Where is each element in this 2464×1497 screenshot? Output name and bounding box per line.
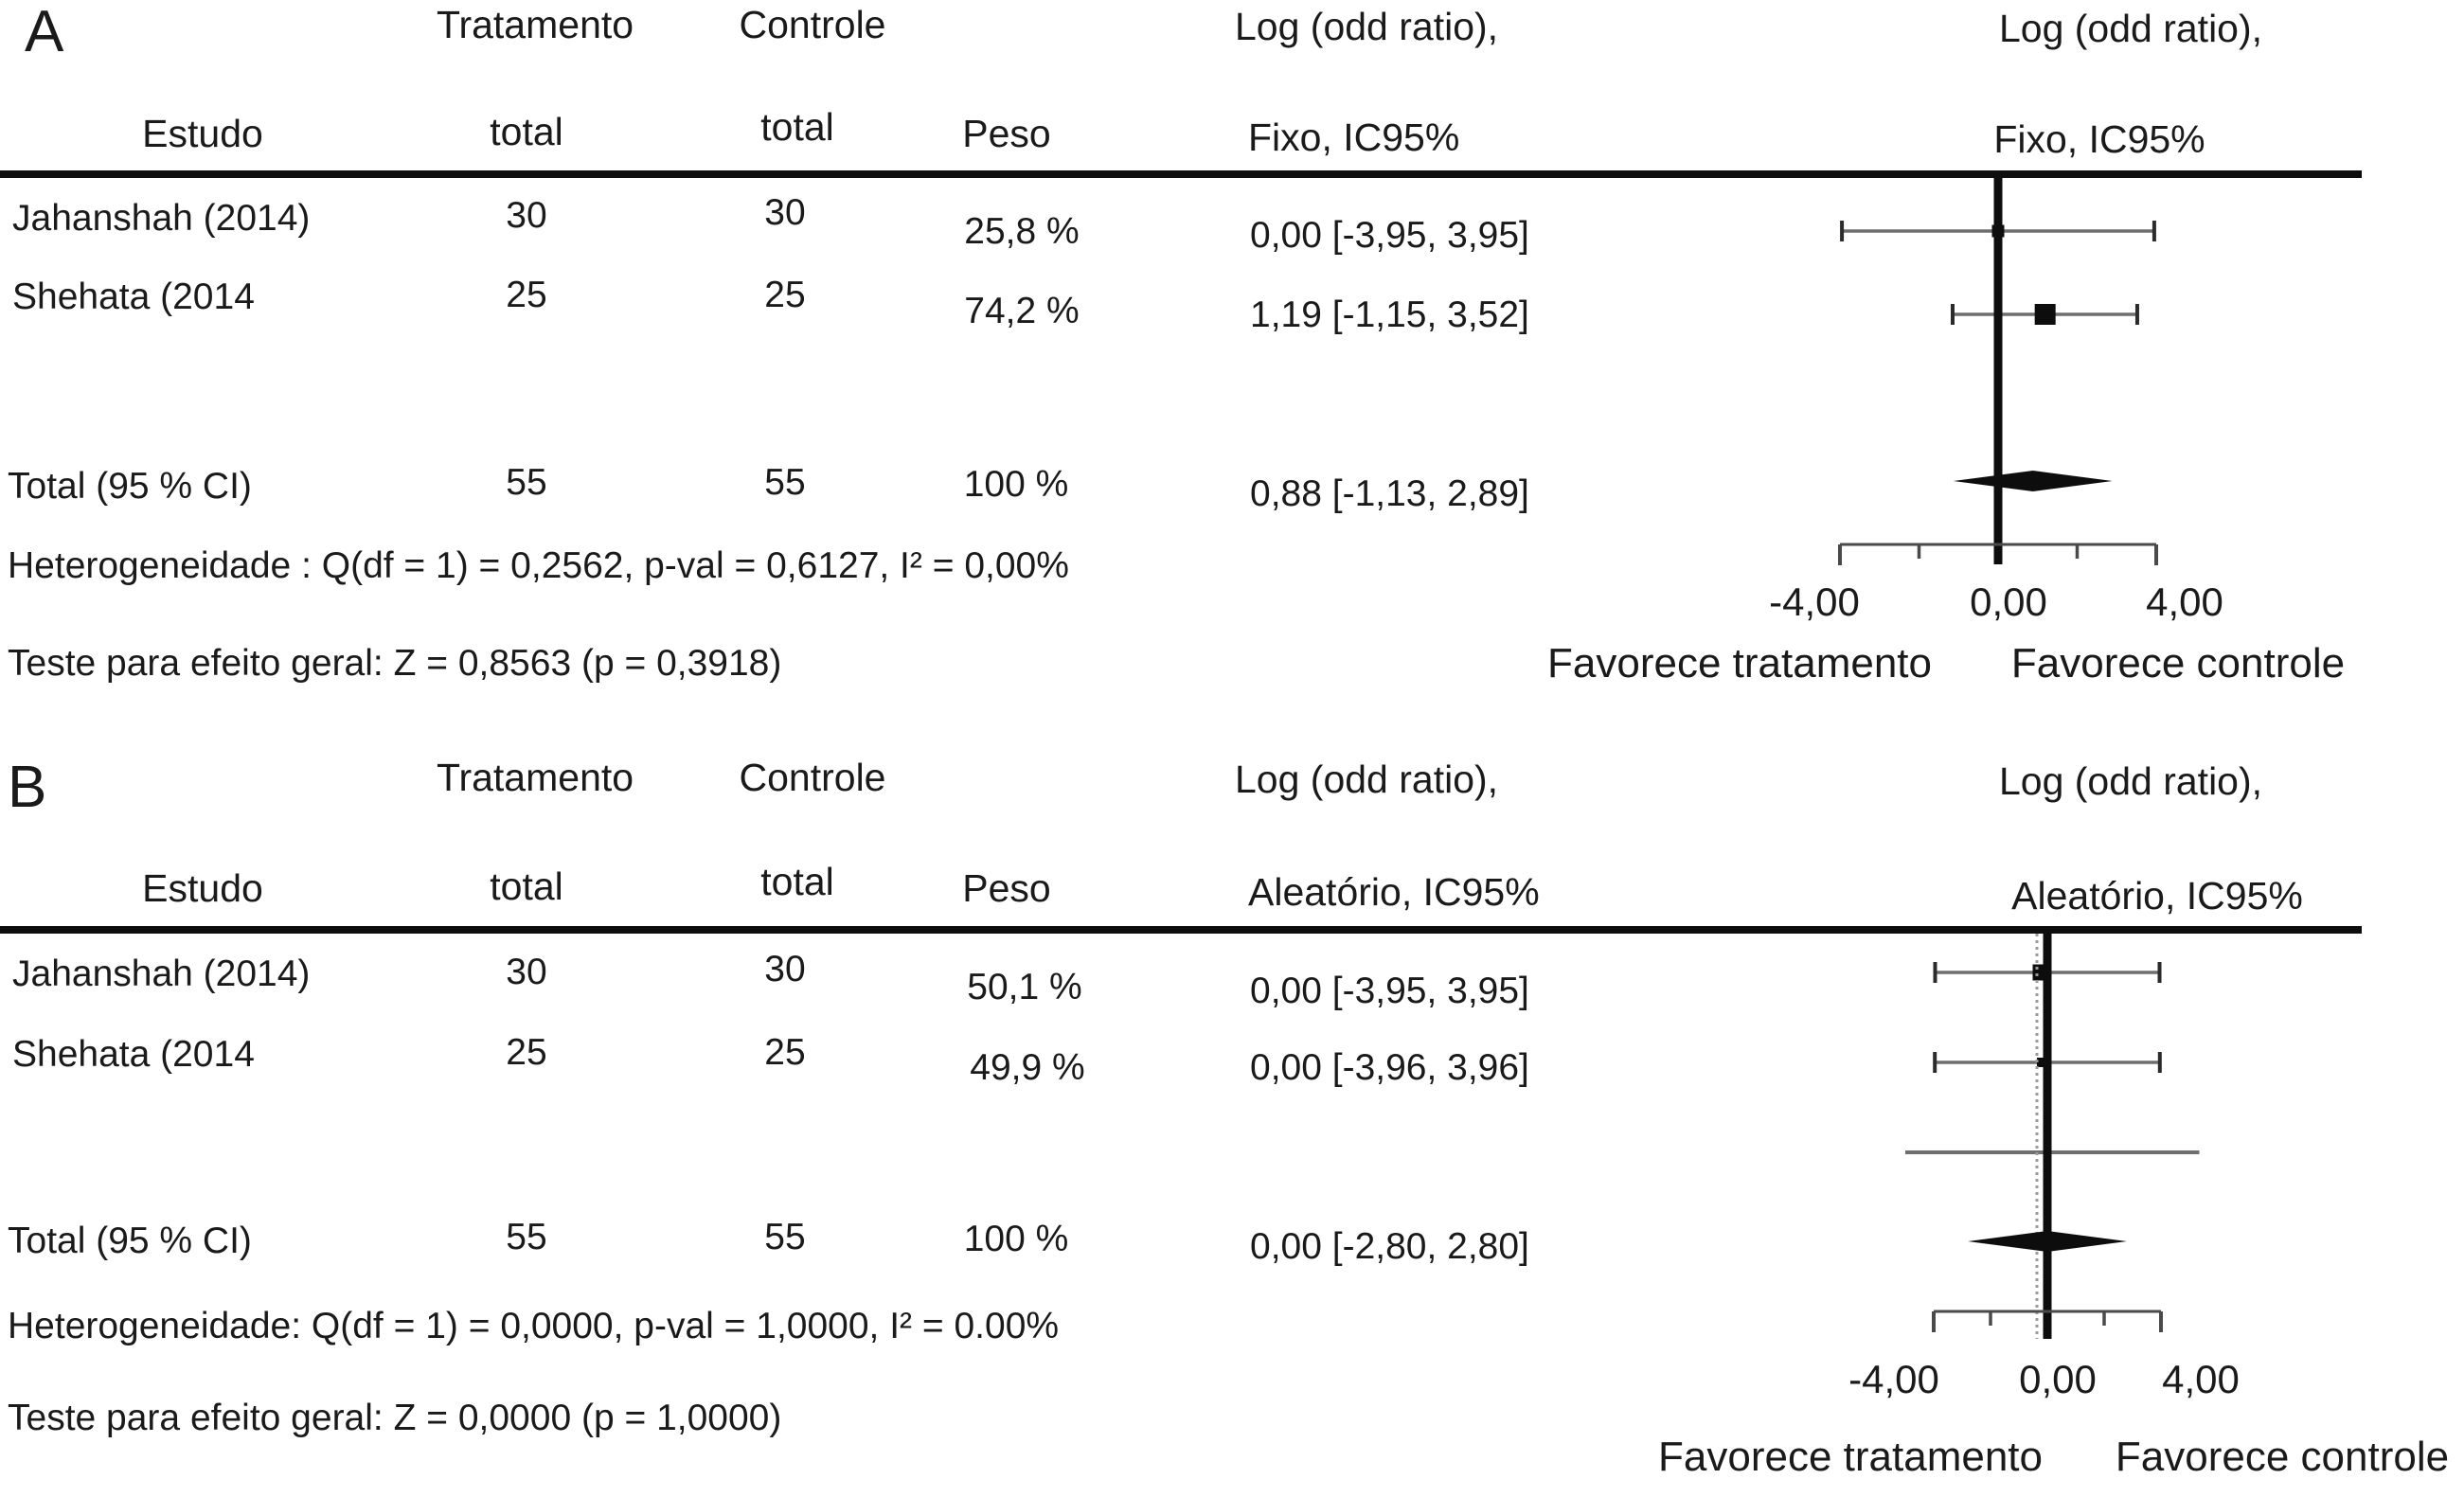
panel-a-header-effect-left-1: Log (odd ratio), [1235, 5, 1499, 48]
panel-a-header-effect-plot-2: Fixo, IC95% [1993, 117, 2205, 161]
overall-test-text: Teste para efeito geral: Z = 0,0000 (p =… [8, 1398, 782, 1438]
axis-tick-label: 0,00 [2019, 1357, 2097, 1401]
weight-value: 25,8 % [964, 211, 1080, 252]
axis-tick-label: -4,00 [1769, 579, 1860, 624]
panel-b-header-treatment-total: total [490, 864, 563, 908]
total-treatment-value: 55 [506, 462, 547, 503]
control-total-value: 25 [764, 1032, 806, 1073]
panel-a-label: A [25, 0, 64, 64]
control-total-value: 30 [764, 949, 806, 989]
panel-a-header-effect-left-2: Fixo, IC95% [1248, 116, 1460, 159]
panel-a-header-weight: Peso [962, 112, 1051, 155]
summary-diamond-B [1968, 1231, 2127, 1252]
total-weight-value: 100 % [963, 1219, 1069, 1259]
favors-right-label: Favorece controle [2010, 640, 2346, 686]
ci-text: 0,00 [-3,95, 3,95] [1250, 215, 1529, 256]
study-name: Jahanshah (2014) [12, 198, 311, 239]
heterogeneity-text: Heterogeneidade : Q(df = 1) = 0,2562, p-… [8, 545, 1069, 586]
weight-value: 74,2 % [964, 291, 1080, 331]
panel-b-header-effect-plot-1: Log (odd ratio), [1998, 759, 2263, 803]
total-row-label: Total (95 % CI) [8, 466, 252, 507]
total-ci-text: 0,00 [-2,80, 2,80] [1250, 1226, 1529, 1267]
total-control-value: 55 [764, 462, 806, 503]
panel-a-header-treatment: Tratamento [436, 3, 634, 46]
favors-right-label: Favorece controle [2115, 1434, 2450, 1480]
zero-line-B [2043, 934, 2052, 1339]
summary-diamond-A [1953, 471, 2113, 491]
heterogeneity-text: Heterogeneidade: Q(df = 1) = 0,0000, p-v… [8, 1306, 1060, 1346]
ci-text: 1,19 [-1,15, 3,52] [1250, 294, 1529, 335]
total-weight-value: 100 % [963, 464, 1069, 505]
axis-tick-label: 4,00 [2146, 579, 2223, 624]
panel-a-header-control-total: total [760, 105, 834, 149]
panel-b-header-treatment: Tratamento [436, 756, 634, 799]
panel-b-header-control-total: total [760, 860, 834, 903]
treatment-total-value: 25 [506, 1032, 547, 1073]
weight-value: 49,9 % [970, 1047, 1085, 1088]
estimate-square-B-1 [2037, 1058, 2046, 1067]
control-total-value: 25 [764, 275, 806, 315]
total-treatment-value: 55 [506, 1217, 547, 1257]
panel-b-header-effect-left-2: Aleatório, IC95% [1248, 870, 1540, 914]
panel-b-header-weight: Peso [962, 866, 1051, 910]
panel-a-header-control: Controle [739, 3, 886, 46]
panel-b-header-control: Controle [739, 756, 886, 799]
study-name: Shehata (2014 [12, 276, 255, 317]
total-control-value: 55 [764, 1217, 806, 1257]
header-rule-A [0, 170, 2362, 178]
panel-b-header-effect-left-1: Log (odd ratio), [1235, 757, 1499, 801]
control-total-value: 30 [764, 192, 806, 233]
total-row-label: Total (95 % CI) [8, 1221, 252, 1261]
estimate-square-A-1 [2034, 304, 2056, 325]
panel-b-header-effect-plot-2: Aleatório, IC95% [2011, 874, 2303, 918]
favors-left-label: Favorece tratamento [1547, 640, 1932, 686]
axis-tick-label: 0,00 [1970, 579, 2047, 624]
ci-text: 0,00 [-3,96, 3,96] [1250, 1047, 1529, 1088]
ci-text: 0,00 [-3,95, 3,95] [1250, 971, 1529, 1011]
study-name: Shehata (2014 [12, 1034, 255, 1075]
favors-left-label: Favorece tratamento [1658, 1434, 2043, 1480]
header-rule-B [0, 926, 2362, 934]
study-name: Jahanshah (2014) [12, 953, 311, 994]
zero-line-A [1993, 178, 2003, 564]
weight-value: 50,1 % [967, 967, 1082, 1007]
panel-a-header-study: Estudo [142, 112, 263, 155]
treatment-total-value: 30 [506, 952, 547, 992]
overall-test-text: Teste para efeito geral: Z = 0,8563 (p =… [8, 643, 782, 684]
panel-a-header-treatment-total: total [490, 110, 563, 153]
panel-a-header-effect-plot-1: Log (odd ratio), [1998, 7, 2263, 50]
axis-tick-label: -4,00 [1848, 1357, 1939, 1401]
axis-tick-label: 4,00 [2162, 1357, 2240, 1401]
total-ci-text: 0,88 [-1,13, 2,89] [1250, 473, 1529, 514]
panel-b-label: B [8, 755, 47, 820]
treatment-total-value: 30 [506, 195, 547, 236]
panel-b-header-study: Estudo [142, 866, 263, 910]
treatment-total-value: 25 [506, 275, 547, 315]
